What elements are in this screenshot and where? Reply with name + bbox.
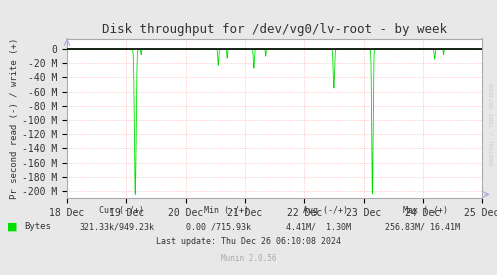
Text: ■: ■	[7, 222, 18, 232]
Text: 0.00 /715.93k: 0.00 /715.93k	[186, 222, 251, 231]
Text: Max (-/+): Max (-/+)	[403, 206, 448, 215]
Text: Avg (-/+): Avg (-/+)	[303, 206, 348, 215]
Text: 256.83M/ 16.41M: 256.83M/ 16.41M	[385, 222, 460, 231]
Text: Cur (-/+): Cur (-/+)	[99, 206, 145, 215]
Text: Munin 2.0.56: Munin 2.0.56	[221, 254, 276, 263]
Text: 4.41M/  1.30M: 4.41M/ 1.30M	[286, 222, 351, 231]
Text: Bytes: Bytes	[24, 222, 51, 231]
Title: Disk throughput for /dev/vg0/lv-root - by week: Disk throughput for /dev/vg0/lv-root - b…	[102, 23, 447, 36]
Text: RRDTOOL / TOBI OETIKER: RRDTOOL / TOBI OETIKER	[490, 82, 495, 165]
Text: 321.33k/949.23k: 321.33k/949.23k	[80, 222, 155, 231]
Text: Min (-/+): Min (-/+)	[204, 206, 249, 215]
Y-axis label: Pr second read (-) / write (+): Pr second read (-) / write (+)	[10, 38, 19, 199]
Text: Last update: Thu Dec 26 06:10:08 2024: Last update: Thu Dec 26 06:10:08 2024	[156, 238, 341, 246]
